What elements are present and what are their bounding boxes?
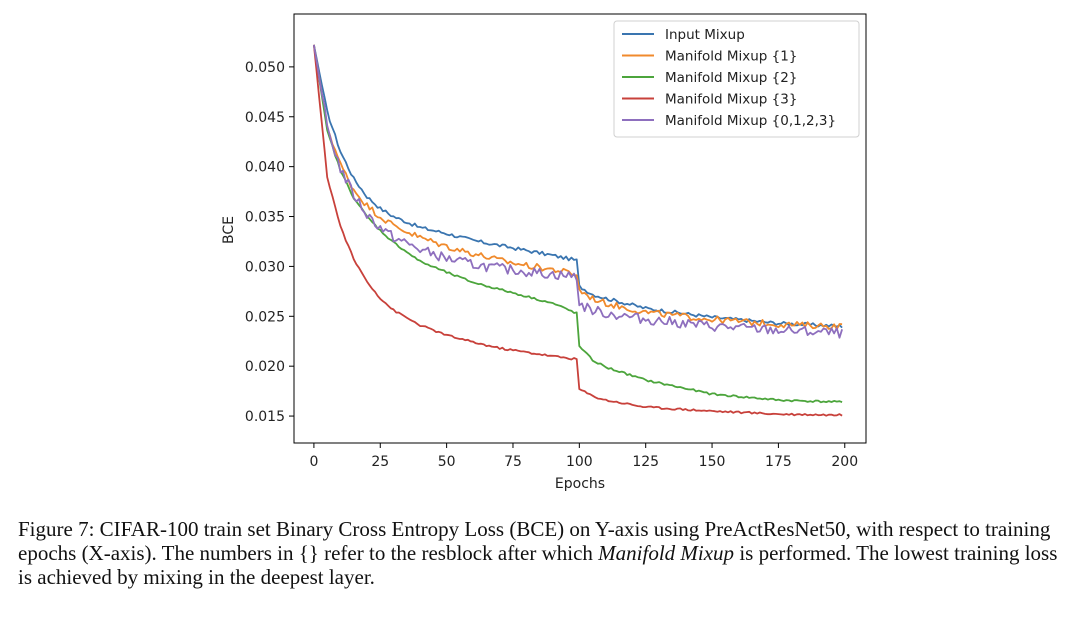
plot-frame	[293, 13, 867, 444]
x-tick-label: 125	[632, 454, 659, 470]
figure-caption: Figure 7: CIFAR-100 train set Binary Cro…	[18, 517, 1073, 589]
series-line-5	[313, 44, 843, 339]
y-tick-label: 0.030	[245, 259, 285, 275]
x-axis-ticks: 0 25 50 75 100 125 150 175 200	[309, 443, 858, 470]
y-tick-label: 0.045	[245, 110, 285, 126]
x-tick-label: 150	[699, 454, 726, 470]
x-tick-label: 50	[438, 454, 456, 470]
y-tick-label: 0.050	[245, 60, 285, 76]
series-line-4	[313, 44, 843, 417]
chart-canvas: 0 25 50 75 100 125 150 175 200 0.0150.0200.0250.…	[221, 13, 867, 492]
legend-box	[613, 20, 860, 138]
caption-emphasis: Manifold Mixup	[598, 541, 735, 565]
legend-label: Manifold Mixup {2}	[665, 70, 797, 86]
x-tick-label: 25	[371, 454, 389, 470]
x-tick-label: 75	[504, 454, 522, 470]
y-tick-label: 0.015	[245, 409, 285, 425]
y-tick-label: 0.020	[245, 359, 285, 375]
legend-label: Manifold Mixup {0,1,2,3}	[665, 113, 836, 129]
y-tick-label: 0.035	[245, 210, 285, 226]
x-tick-label: 175	[765, 454, 792, 470]
series-line-3	[313, 44, 843, 404]
x-axis-label: Epochs	[555, 476, 605, 492]
caption-text-end: is performed. The lowest training loss i…	[18, 541, 1058, 589]
caption-text-start: Figure 7: CIFAR-100 train set Binary Cro…	[18, 517, 1051, 565]
y-axis-label: BCE	[221, 216, 237, 244]
legend-label: Input Mixup	[665, 27, 745, 43]
x-tick-label: 100	[566, 454, 593, 470]
legend-label: Manifold Mixup {3}	[665, 92, 797, 108]
legend: Input Mixup Manifold Mixup {1} Manifold Mi…	[613, 20, 860, 138]
legend-label: Manifold Mixup {1}	[665, 49, 797, 65]
x-tick-label: 0	[309, 454, 318, 470]
series-line-2	[313, 44, 843, 331]
series-layer	[313, 44, 843, 417]
y-tick-label: 0.040	[245, 160, 285, 176]
x-tick-label: 200	[831, 454, 858, 470]
y-tick-label: 0.025	[245, 309, 285, 325]
y-axis-ticks: 0.015 0.020 0.025 0.030 0.035 0.040 0.045 0.050	[245, 60, 294, 425]
